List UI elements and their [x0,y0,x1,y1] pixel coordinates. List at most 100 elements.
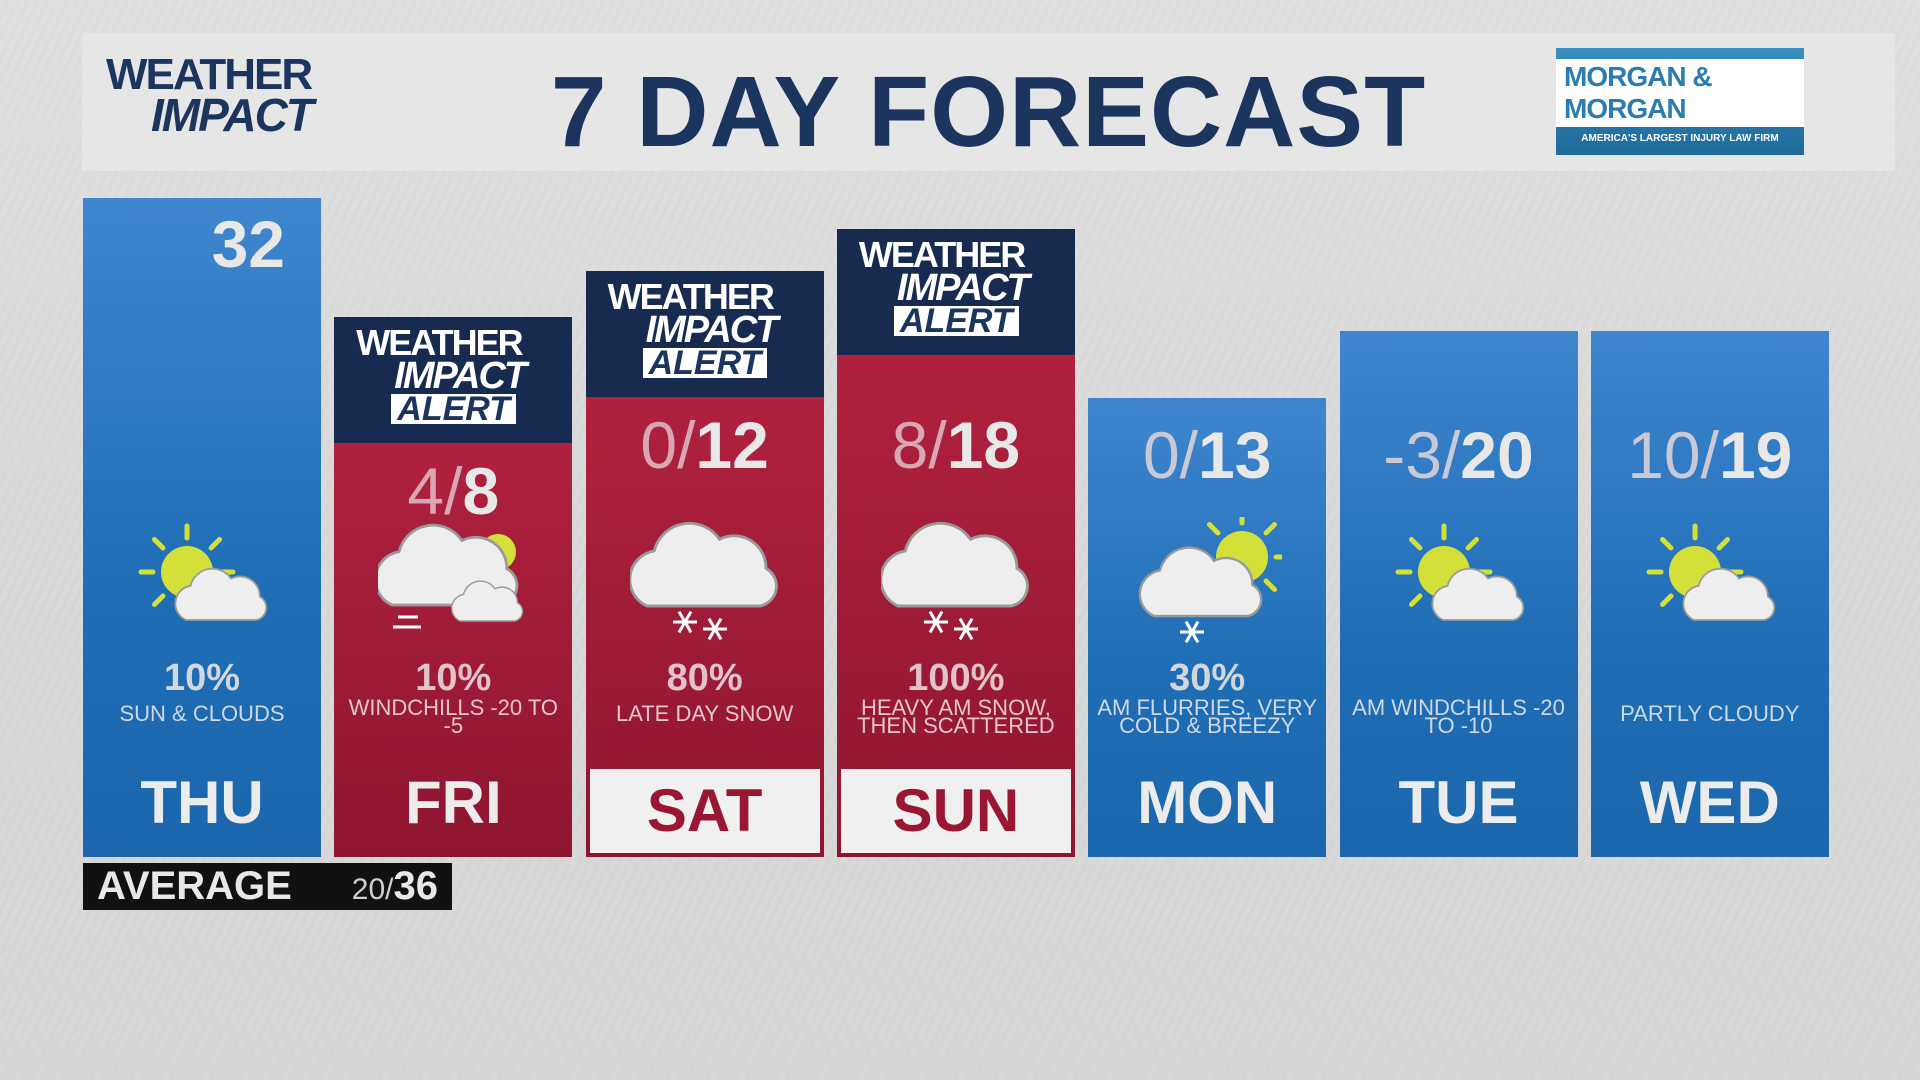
day-name: SUN [840,769,1071,853]
forecast-day-thu: 32 10% SUN & CLOUDS THU [83,198,321,857]
sun-cloud-snow-icon [1138,517,1283,644]
forecast-description: AM WINDCHILLS -20 TO -10 [1352,695,1565,738]
alert-logo-line3: ALERT [642,346,768,379]
low-temp: 4 [407,454,445,528]
snow-cloud-icon [629,521,778,641]
alert-logo-line1: WEATHER [607,276,775,317]
temperature: 10/19 [1591,417,1829,493]
forecast-day-tue: -3/20 AM WINDCHILLS -20 TO -10 TUE [1339,331,1578,857]
precip-chance: 100% [907,657,1005,699]
low-temp: 8 [891,408,929,482]
precip-chance: 80% [666,657,743,699]
average-value: 20/36 [352,864,438,909]
cloud-icon [1682,567,1776,621]
temp-separator: / [928,408,947,482]
weather-impact-alert-badge: WEATHER IMPACT ALERT [585,271,824,397]
forecast-description: WINDCHILLS -20 TO -5 [348,695,559,738]
average-label: AVERAGE [97,864,292,908]
high-temp: 19 [1718,418,1793,492]
snowflake-icon [672,610,697,634]
weather-impact-logo: WEATHER IMPACT [106,50,314,141]
high-temp: 18 [946,408,1021,482]
day-name: THU [140,769,264,836]
alert-logo-line1: WEATHER [858,234,1026,275]
high-temp: 8 [462,454,500,528]
sun-cloud-icon [1646,523,1776,621]
day-name: FRI [404,769,502,836]
sponsor-tagline: AMERICA'S LARGEST INJURY LAW FIRM [1581,133,1779,144]
sponsor-name: MORGAN & MORGAN [1556,59,1804,127]
temp-separator: / [1441,418,1461,492]
day-name: MON [1137,769,1278,836]
day-name: TUE [1398,769,1519,836]
average-badge: AVERAGE 20/36 [83,863,452,910]
low-temp: 10 [1627,418,1701,492]
cloud-icon [451,580,524,622]
average-sep: / [385,873,394,906]
snowflake-icon [923,610,948,634]
alert-logo-line3: ALERT [391,392,517,425]
forecast-description: SUN & CLOUDS [119,701,285,726]
temperature: 0/12 [586,407,824,483]
precip-chance: 10% [163,657,241,699]
forecast-day-fri: WEATHER IMPACT ALERT 4/8 10% WINDCHILLS -2… [334,317,573,857]
alert-logo-line2: IMPACT [394,355,527,398]
forecast-day-sun: WEATHER IMPACT ALERT 8/18 100% HEAVY AM SN… [836,229,1075,857]
temperature: 4/8 [334,453,572,529]
forecast-day-wed: 10/19 PARTLY CLOUDY WED [1590,331,1829,857]
cloud-icon [1430,567,1524,621]
forecast-day-sat: WEATHER IMPACT ALERT 0/12 80% LATE DAY SNO… [585,271,824,857]
cloud-icon [1138,546,1263,618]
snow-cloud-icon [880,521,1029,641]
header-banner: WEATHER IMPACT 7 DAY FORECAST MORGAN & M… [82,33,1895,171]
low-temp: -3 [1383,418,1442,492]
alert-logo: WEATHER IMPACT ALERT [356,322,527,425]
temp-separator: / [1700,418,1719,492]
sun-cloud-icon [138,523,268,621]
snowflake-icon [702,617,727,641]
day-panel: 4/8 10% WINDCHILLS -20 TO -5 FRI [334,443,573,857]
snowflake-icon [953,617,978,641]
temperature: -3/20 [1340,417,1578,493]
forecast-description: HEAVY AM SNOW, THEN SCATTERED [857,695,1055,738]
day-panel: 0/13 30% AM FLURRIES, VERY COLD & BREEZY… [1088,398,1327,857]
alert-logo-line3: ALERT [893,304,1019,337]
sun-cloud-icon [1395,523,1524,621]
cloud-icon [174,567,268,621]
cloud-icon [629,521,778,608]
logo-line2: IMPACT [151,88,314,141]
high-temp: 12 [695,408,769,482]
day-name: SAT [589,769,820,853]
forecast-day-mon: 0/13 30% AM FLURRIES, VERY COLD & BREEZY… [1088,398,1327,857]
cloud-icon [880,521,1029,608]
weather-impact-alert-badge: WEATHER IMPACT ALERT [836,229,1075,355]
high-temp: 20 [1460,418,1534,492]
alert-logo: WEATHER IMPACT ALERT [607,276,779,379]
temp-separator: / [444,454,463,528]
low-temp: 0 [1142,418,1180,492]
day-panel: 10/19 PARTLY CLOUDY WED [1590,331,1829,857]
weather-impact-alert-badge: WEATHER IMPACT ALERT [334,317,573,443]
high-temp: 32 [211,207,285,281]
snowflake-icon [1180,620,1205,644]
cloud-sun-wind-icon [378,523,524,629]
precip-chance: 30% [1169,657,1246,699]
forecast-description: AM FLURRIES, VERY COLD & BREEZY [1097,695,1318,738]
alert-logo-line1: WEATHER [356,322,523,363]
sponsor-logo: MORGAN & MORGAN AMERICA'S LARGEST INJURY… [1556,48,1804,155]
high-temp: 13 [1198,418,1272,492]
day-panel: -3/20 AM WINDCHILLS -20 TO -10 TUE [1339,331,1578,857]
average-high: 36 [393,864,439,908]
forecast-description: LATE DAY SNOW [615,701,794,726]
temperature: 32 [83,206,321,282]
forecast-description: PARTLY CLOUDY [1620,701,1800,726]
page-title: 7 DAY FORECAST [550,56,1427,168]
alert-logo-line2: IMPACT [645,309,779,352]
temperature: 0/13 [1088,417,1326,493]
alert-logo: WEATHER IMPACT ALERT [858,234,1030,337]
day-panel: 8/18 100% HEAVY AM SNOW, THEN SCATTERED … [836,355,1075,857]
precip-chance: 10% [415,657,492,699]
day-panel: 32 10% SUN & CLOUDS THU [83,198,321,857]
alert-logo-line2: IMPACT [896,267,1030,310]
logo-line1: WEATHER [106,50,313,99]
